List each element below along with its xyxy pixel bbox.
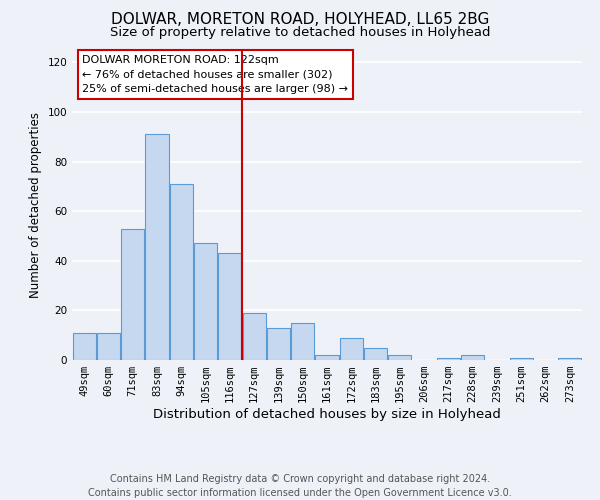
Text: Size of property relative to detached houses in Holyhead: Size of property relative to detached ho… [110,26,490,39]
Bar [121,228,144,360]
Bar [340,338,363,360]
Bar [194,244,217,360]
Bar [145,134,169,360]
Y-axis label: Number of detached properties: Number of detached properties [29,112,42,298]
Bar [267,328,290,360]
Bar [510,358,533,360]
Bar [316,355,338,360]
Bar [218,254,241,360]
Bar [388,355,412,360]
Bar [170,184,193,360]
Bar [559,358,581,360]
Text: DOLWAR, MORETON ROAD, HOLYHEAD, LL65 2BG: DOLWAR, MORETON ROAD, HOLYHEAD, LL65 2BG [111,12,489,28]
Bar [291,323,314,360]
X-axis label: Distribution of detached houses by size in Holyhead: Distribution of detached houses by size … [153,408,501,421]
Bar [97,332,120,360]
Bar [437,358,460,360]
Bar [461,355,484,360]
Bar [73,332,95,360]
Text: Contains HM Land Registry data © Crown copyright and database right 2024.
Contai: Contains HM Land Registry data © Crown c… [88,474,512,498]
Bar [242,313,266,360]
Text: DOLWAR MORETON ROAD: 122sqm
← 76% of detached houses are smaller (302)
25% of se: DOLWAR MORETON ROAD: 122sqm ← 76% of det… [82,54,348,94]
Bar [364,348,387,360]
